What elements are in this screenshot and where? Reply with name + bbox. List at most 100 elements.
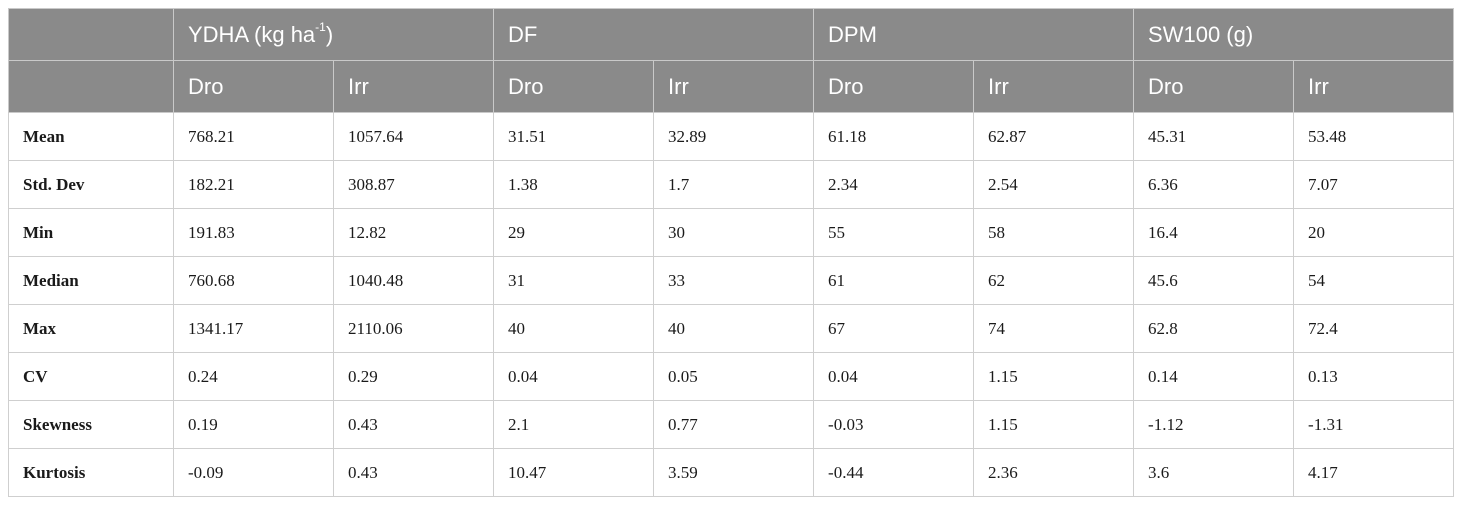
group-header-row: YDHA (kg ha-1) DF DPM SW100 (g): [8, 8, 1455, 61]
row-label: Skewness: [8, 400, 174, 449]
row-label: Min: [8, 208, 174, 257]
subheader-row: Dro Irr Dro Irr Dro Irr Dro Irr: [8, 60, 1455, 113]
row-label: Std. Dev: [8, 160, 174, 209]
table-row: Kurtosis -0.09 0.43 10.47 3.59 -0.44 2.36 3.6 4.…: [8, 448, 1455, 497]
table-cell: 31: [493, 256, 655, 305]
table-cell: 0.04: [493, 352, 655, 401]
table-cell: 32.89: [653, 112, 815, 161]
table-cell: 2110.06: [332, 304, 495, 353]
table-cell: -1.12: [1133, 400, 1295, 449]
table-cell: 1341.17: [173, 304, 334, 353]
table-cell: 12.82: [332, 208, 495, 257]
table-cell: 55: [813, 208, 975, 257]
row-label: CV: [8, 352, 174, 401]
table-row: CV 0.24 0.29 0.04 0.05 0.04 1.15 0.14 0.13: [8, 352, 1455, 401]
table-cell: 53.48: [1293, 112, 1455, 161]
table-cell: 0.04: [813, 352, 975, 401]
subheader-cell: Irr: [1293, 60, 1455, 113]
corner-cell: [8, 8, 174, 61]
table-cell: 33: [653, 256, 815, 305]
table-cell: -0.03: [813, 400, 975, 449]
table-cell: 2.1: [493, 400, 655, 449]
subheader-cell: Dro: [173, 60, 334, 113]
table-cell: 0.43: [332, 400, 495, 449]
table-cell: 10.47: [493, 448, 655, 497]
table-cell: 16.4: [1133, 208, 1295, 257]
table-row: Median 760.68 1040.48 31 33 61 62 45.6 54: [8, 256, 1455, 305]
row-label: Median: [8, 256, 174, 305]
subheader-cell: Irr: [653, 60, 815, 113]
row-label: Max: [8, 304, 174, 353]
subheader-cell: Dro: [813, 60, 975, 113]
table-cell: 29: [493, 208, 655, 257]
row-label: Kurtosis: [8, 448, 174, 497]
table-cell: 3.6: [1133, 448, 1295, 497]
subheader-cell: Irr: [332, 60, 495, 113]
table-cell: 191.83: [173, 208, 334, 257]
corner-cell: [8, 60, 174, 113]
table-cell: -0.44: [813, 448, 975, 497]
table-cell: 67: [813, 304, 975, 353]
table-row: Min 191.83 12.82 29 30 55 58 16.4 20: [8, 208, 1455, 257]
group-header-label: YDHA (kg ha: [188, 21, 316, 47]
table-row: Max 1341.17 2110.06 40 40 67 74 62.8 72.4: [8, 304, 1455, 353]
table-cell: 2.34: [813, 160, 975, 209]
table-cell: 0.29: [332, 352, 495, 401]
table-cell: 62.87: [973, 112, 1135, 161]
table-cell: 1.15: [973, 400, 1135, 449]
table-cell: -1.31: [1293, 400, 1455, 449]
table-cell: -0.09: [173, 448, 334, 497]
table-cell: 0.13: [1293, 352, 1455, 401]
table-cell: 1.15: [973, 352, 1135, 401]
table-cell: 0.43: [332, 448, 495, 497]
table-cell: 0.24: [173, 352, 334, 401]
table-cell: 30: [653, 208, 815, 257]
table-cell: 1040.48: [332, 256, 495, 305]
table-cell: 3.59: [653, 448, 815, 497]
table-cell: 0.19: [173, 400, 334, 449]
table-cell: 58: [973, 208, 1135, 257]
group-header-label: DF: [508, 21, 538, 47]
table-cell: 72.4: [1293, 304, 1455, 353]
subheader-cell: Dro: [1133, 60, 1295, 113]
table-cell: 20: [1293, 208, 1455, 257]
group-header-label: DPM: [828, 21, 877, 47]
table-cell: 2.36: [973, 448, 1135, 497]
row-label: Mean: [8, 112, 174, 161]
table-cell: 40: [653, 304, 815, 353]
table-cell: 62: [973, 256, 1135, 305]
table-cell: 7.07: [1293, 160, 1455, 209]
subheader-cell: Dro: [493, 60, 655, 113]
table-cell: 182.21: [173, 160, 334, 209]
table-cell: 760.68: [173, 256, 334, 305]
table-cell: 62.8: [1133, 304, 1295, 353]
table-cell: 1.38: [493, 160, 655, 209]
table-cell: 308.87: [332, 160, 495, 209]
subheader-cell: Irr: [973, 60, 1135, 113]
table-cell: 0.77: [653, 400, 815, 449]
table-cell: 1057.64: [332, 112, 495, 161]
table-cell: 45.31: [1133, 112, 1295, 161]
table-cell: 40: [493, 304, 655, 353]
table-cell: 74: [973, 304, 1135, 353]
group-header-df: DF: [493, 8, 815, 61]
table-cell: 2.54: [973, 160, 1135, 209]
table-header: YDHA (kg ha-1) DF DPM SW100 (g) Dro Irr …: [8, 8, 1455, 113]
group-header-label: SW100 (g): [1148, 21, 1254, 47]
table-cell: 6.36: [1133, 160, 1295, 209]
table-cell: 4.17: [1293, 448, 1455, 497]
statistics-table: YDHA (kg ha-1) DF DPM SW100 (g) Dro Irr …: [8, 8, 1455, 497]
table-row: Skewness 0.19 0.43 2.1 0.77 -0.03 1.15 -1.12 -1.…: [8, 400, 1455, 449]
table-cell: 0.14: [1133, 352, 1295, 401]
group-header-sw100: SW100 (g): [1133, 8, 1455, 61]
table-cell: 0.05: [653, 352, 815, 401]
table-cell: 61: [813, 256, 975, 305]
table-cell: 54: [1293, 256, 1455, 305]
table-cell: 61.18: [813, 112, 975, 161]
table-row: Mean 768.21 1057.64 31.51 32.89 61.18 62.87 45.…: [8, 112, 1455, 161]
group-header-dpm: DPM: [813, 8, 1135, 61]
table-cell: 31.51: [493, 112, 655, 161]
table-cell: 768.21: [173, 112, 334, 161]
table-cell: 45.6: [1133, 256, 1295, 305]
group-header-superscript: -1: [315, 20, 326, 35]
